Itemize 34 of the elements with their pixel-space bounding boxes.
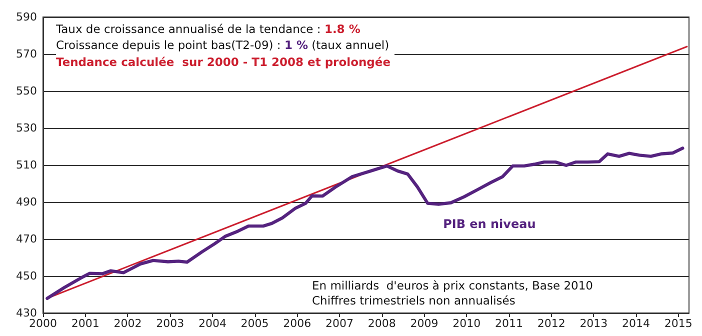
x-tick-label: 2001 xyxy=(71,317,100,330)
x-tick-label: 2014 xyxy=(622,317,650,330)
annotation: Tendance calculée sur 2000 - T1 2008 et prolongée xyxy=(56,55,391,69)
y-tick-label: 510 xyxy=(16,158,37,172)
x-tick-label: 2004 xyxy=(198,317,226,330)
x-tick-label: 2011 xyxy=(494,317,523,330)
y-tick-label: 590 xyxy=(16,10,37,24)
x-tick-label: 2007 xyxy=(326,317,354,330)
x-tick-label: 2002 xyxy=(114,317,142,330)
y-tick-label: 530 xyxy=(16,122,37,134)
x-tick-label: 2013 xyxy=(580,317,608,330)
annotation: 1.8 % xyxy=(324,22,361,36)
y-tick-label: 470 xyxy=(16,232,37,246)
x-tick-label: 2010 xyxy=(452,317,481,330)
y-tick-label: 430 xyxy=(16,306,37,320)
x-tick-label: 2003 xyxy=(156,317,184,330)
annotation: Chiffres trimestriels non annualisés xyxy=(312,294,516,308)
x-tick-label: 2006 xyxy=(283,317,312,330)
annotation: En milliards d'euros à prix constants, Base 2010 xyxy=(312,278,593,292)
y-tick-label: 570 xyxy=(16,48,37,60)
x-tick-label: 2008 xyxy=(368,317,396,330)
annotation: Croissance depuis le point bas(T2-09) : xyxy=(56,38,284,52)
annotation: Taux de croissance annualisé de la tendance : xyxy=(55,22,324,36)
x-tick-label: 2000 xyxy=(29,317,57,330)
y-tick-label: 490 xyxy=(16,196,37,208)
y-tick-label: 450 xyxy=(16,270,37,282)
x-tick-label: 2015 xyxy=(664,317,692,330)
x-tick-label: 2005 xyxy=(240,317,269,330)
x-tick-label: 2009 xyxy=(410,317,438,330)
y-tick-label: 550 xyxy=(16,84,37,98)
x-tick-label: 2012 xyxy=(537,317,566,330)
annotation: (taux annuel) xyxy=(308,38,390,52)
series-label: PIB en niveau xyxy=(443,217,536,232)
annotation: 1 % xyxy=(284,38,308,52)
